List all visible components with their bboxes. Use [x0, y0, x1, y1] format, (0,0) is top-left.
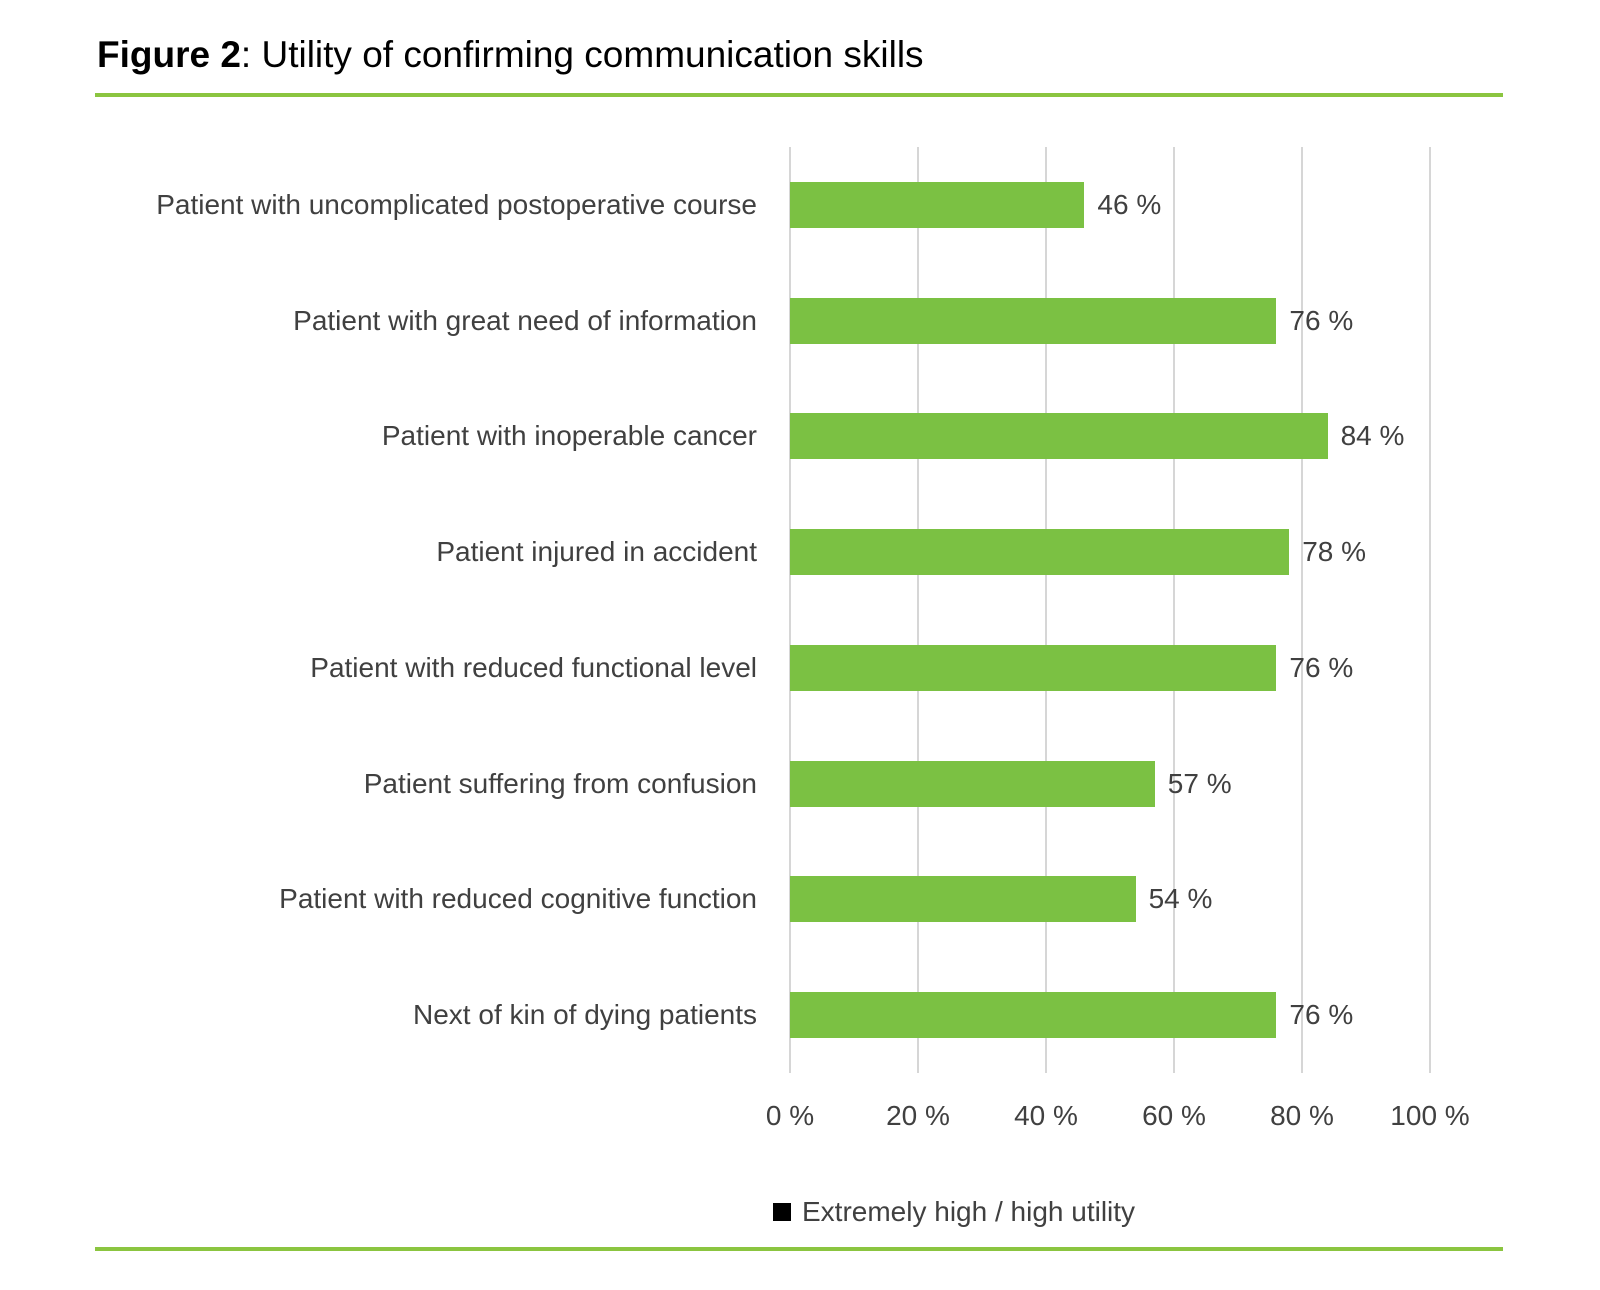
bar [790, 529, 1290, 576]
bar [790, 644, 1277, 691]
value-label: 76 % [1289, 304, 1354, 336]
figure-title-rest: : Utility of confirming communication sk… [240, 34, 924, 75]
gridline-60 [1173, 147, 1175, 1073]
bar [790, 297, 1277, 344]
x-axis-tick-label: 40 % [1014, 1100, 1078, 1131]
category-label: Next of kin of dying patients [413, 999, 757, 1031]
category-label: Patient with uncomplicated postoperative… [156, 188, 757, 220]
category-label: Patient with reduced functional level [310, 651, 757, 683]
category-label: Patient with great need of information [293, 304, 757, 336]
chart-legend: Extremely high / high utility [773, 1192, 1135, 1232]
gridline-20 [917, 147, 919, 1073]
bar [790, 760, 1155, 807]
gridline-0 [789, 147, 791, 1073]
x-axis-tick-label: 60 % [1142, 1100, 1206, 1131]
x-axis-tick-label: 20 % [886, 1100, 950, 1131]
category-label: Patient suffering from confusion [363, 767, 757, 799]
category-label: Patient with reduced cognitive function [279, 883, 757, 915]
x-axis-tick-label: 100 % [1390, 1100, 1470, 1131]
category-label: Patient with inoperable cancer [381, 420, 757, 452]
value-label: 76 % [1289, 999, 1354, 1031]
top-divider-line [95, 93, 1503, 97]
figure-title-prefix: Figure 2 [97, 34, 241, 75]
value-label: 57 % [1167, 767, 1232, 799]
legend-label: Extremely high / high utility [802, 1196, 1136, 1227]
x-axis-tick-label: 80 % [1270, 1100, 1334, 1131]
figure-title: Figure 2: Utility of confirming communic… [97, 34, 924, 76]
value-label: 54 % [1148, 883, 1213, 915]
gridline-100 [1429, 147, 1431, 1073]
value-label: 84 % [1340, 420, 1405, 452]
value-label: 46 % [1097, 188, 1162, 220]
legend-marker-square [773, 1203, 791, 1221]
bar [790, 876, 1136, 923]
gridline-40 [1045, 147, 1047, 1073]
x-axis-tick-label: 0 % [765, 1100, 815, 1131]
bar [790, 413, 1328, 460]
value-label: 76 % [1289, 651, 1354, 683]
bar [790, 181, 1085, 228]
value-label: 78 % [1302, 536, 1367, 568]
category-label: Patient injured in accident [436, 536, 757, 568]
gridline-80 [1301, 147, 1303, 1073]
bar [790, 992, 1277, 1039]
bottom-divider-line [95, 1247, 1503, 1251]
